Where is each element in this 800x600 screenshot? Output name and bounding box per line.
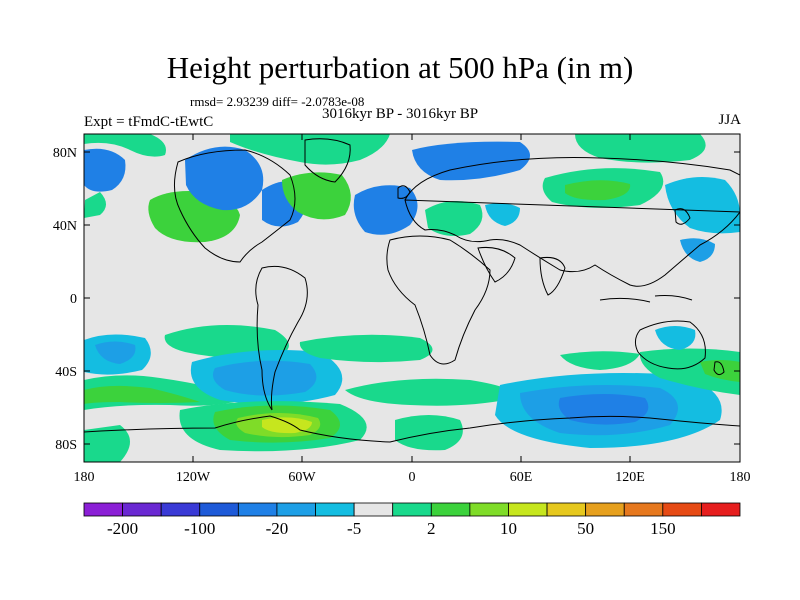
contour-region [212, 360, 317, 396]
colorbar-swatch [83, 502, 123, 517]
contour-region [665, 176, 740, 234]
contour-region [395, 415, 463, 451]
lon-tick-label: 60E [510, 470, 533, 485]
contour-region [700, 360, 740, 382]
contour-region [84, 385, 200, 404]
contour-region [282, 172, 351, 220]
colorbar-swatch [508, 502, 548, 517]
colorbar-swatch [546, 502, 587, 517]
contour-fill-layer [84, 134, 740, 462]
coastline-india [539, 257, 566, 296]
colorbar-swatch [276, 502, 316, 517]
contour-region [230, 134, 390, 165]
colorbar-swatch [353, 502, 394, 517]
contour-region [425, 201, 483, 236]
contour-region [639, 348, 740, 395]
map-title: Height perturbation at 500 hPa (in m) [166, 50, 634, 85]
contour-region [84, 148, 126, 192]
stats-label: rmsd= 2.93239 diff= -2.0783e-08 [190, 94, 365, 109]
contour-region [560, 351, 640, 370]
period-label: 3016kyr BP - 3016kyr BP [322, 106, 479, 122]
contour-region [485, 203, 520, 226]
colorbar-label: 10 [500, 519, 517, 538]
lat-tick-label: 40N [53, 219, 77, 234]
contour-region [412, 141, 530, 181]
coastline-australia [634, 320, 706, 370]
colorbar-label: -5 [347, 519, 361, 538]
coastline-greenland [304, 138, 351, 183]
colorbar-label: 2 [427, 519, 436, 538]
colorbar-swatch [623, 502, 664, 517]
contour-region [185, 146, 264, 211]
colorbar-swatch [701, 502, 741, 517]
colorbar-swatch [392, 502, 432, 517]
colorbar-swatch [662, 502, 702, 517]
lon-tick-label: 180 [74, 470, 95, 485]
season-label: JJA [718, 112, 741, 128]
colorbar-label: -20 [266, 519, 289, 538]
colorbar-swatch [199, 502, 239, 517]
contour-region [345, 378, 516, 406]
colorbar-swatch [122, 502, 162, 517]
colorbar-labels: -200 -100 -20 -5 2 10 50 150 [107, 519, 676, 538]
coastline-uk [397, 185, 411, 199]
colorbar-label: -100 [184, 519, 215, 538]
contour-region [84, 192, 106, 218]
axis-ticks [83, 134, 741, 462]
contour-region [680, 238, 715, 262]
contour-region [164, 325, 289, 359]
lat-tick-label: 0 [70, 292, 77, 307]
coastline-new-zealand [713, 361, 725, 376]
contour-region [84, 425, 130, 462]
colorbar-label: 150 [650, 519, 676, 538]
colorbar-swatch [430, 502, 471, 517]
colorbar-swatch [237, 502, 278, 517]
contour-region [84, 134, 166, 157]
coastline-north-america [174, 149, 296, 263]
contour-region [353, 185, 418, 235]
experiment-label: Expt = tFmdC-tEwtC [84, 114, 214, 130]
coastline-japan [674, 208, 691, 225]
colorbar [83, 502, 741, 517]
coastline-arabia [477, 247, 516, 283]
contour-region [575, 134, 706, 163]
coastline-antarctica [84, 415, 740, 443]
coastlines [84, 138, 740, 443]
coastline-south-america [255, 265, 308, 411]
lon-tick-label: 180 [730, 470, 751, 485]
colorbar-swatch [160, 502, 201, 517]
colorbar-swatch [469, 502, 509, 517]
lat-tick-label: 80N [53, 146, 77, 161]
lat-tick-label: 40S [55, 365, 77, 380]
lon-tick-label: 120E [615, 470, 645, 485]
lon-tick-label: 0 [409, 470, 416, 485]
coastline-africa [386, 235, 491, 365]
contour-region [655, 326, 696, 350]
lat-tick-label: 80S [55, 438, 77, 453]
contour-region [95, 341, 136, 364]
contour-region [565, 180, 631, 201]
colorbar-swatch [585, 502, 625, 517]
contour-region [558, 394, 649, 425]
coastline-indonesia [599, 295, 693, 303]
contour-region [299, 334, 433, 363]
coastline-europe-asia [404, 157, 740, 287]
lon-tick-label: 120W [176, 470, 211, 485]
colorbar-swatch [315, 502, 355, 517]
colorbar-label: 50 [577, 519, 594, 538]
lon-tick-label: 60W [288, 470, 316, 485]
colorbar-label: -200 [107, 519, 138, 538]
